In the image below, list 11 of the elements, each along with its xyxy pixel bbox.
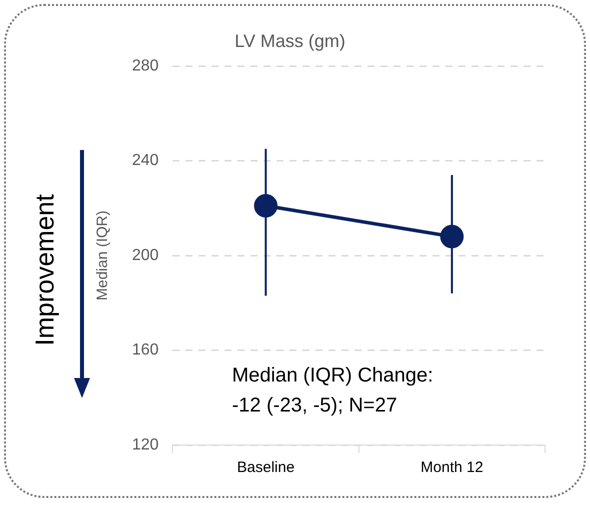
- y-axis-title: Median (IQR): [94, 210, 112, 301]
- y-tick-label: 160: [132, 342, 159, 359]
- y-tick-label: 120: [132, 436, 159, 454]
- chart-title: LV Mass (gm): [234, 30, 346, 51]
- y-tick-label: 280: [132, 57, 159, 74]
- text: Improvement: [30, 194, 60, 346]
- x-tick-label: Month 12: [420, 459, 484, 476]
- annotation: Median (IQR) Change: -12 (-23, -5); N=27: [232, 364, 434, 417]
- x-tick-label: Baseline: [237, 459, 295, 476]
- y-tick-label: 200: [132, 246, 159, 264]
- y-tick-label: 240: [132, 152, 159, 170]
